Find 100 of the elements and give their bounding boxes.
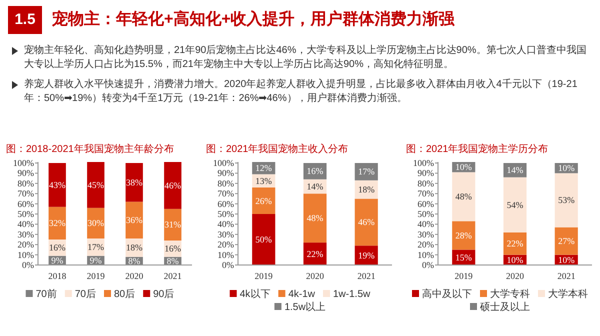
data-label: 9% — [51, 255, 64, 266]
x-tick-label: 2019 — [86, 271, 106, 281]
bar — [303, 194, 327, 243]
y-tick-label: 40% — [418, 219, 434, 230]
y-tick-label: 0% — [222, 260, 234, 270]
bar — [452, 221, 476, 250]
data-label: 18% — [358, 184, 376, 195]
data-label: 13% — [255, 176, 272, 186]
data-label: 36% — [126, 215, 143, 226]
data-label: 26% — [255, 196, 272, 206]
bar — [48, 206, 66, 240]
y-tick-label: 100% — [413, 158, 434, 168]
data-label: 19% — [358, 250, 376, 260]
y-tick-label: 20% — [218, 240, 234, 250]
y-tick-label: 70% — [418, 188, 434, 199]
data-label: 46% — [164, 180, 182, 190]
legend-label: 4k以下 — [240, 288, 270, 300]
data-label: 28% — [455, 230, 472, 240]
y-tick-label: 60% — [218, 198, 234, 209]
y-tick-label: 20% — [18, 240, 34, 250]
chart-title: 图：2018-2021年我国宠物主年龄分布 — [6, 143, 174, 155]
bar — [554, 173, 578, 228]
bar — [503, 177, 527, 232]
legend-label: 1.5w以上 — [284, 301, 326, 313]
y-tick-label: 40% — [218, 219, 234, 230]
data-label: 9% — [90, 255, 102, 266]
legend-label: 70前 — [36, 288, 57, 300]
y-tick-label: 50% — [418, 209, 434, 220]
x-tick-label: 2020 — [125, 271, 144, 281]
bar — [503, 232, 527, 255]
legend-label: 大学专科 — [490, 288, 530, 300]
data-label: 10% — [558, 254, 576, 265]
data-label: 48% — [455, 192, 472, 202]
data-label: 50% — [255, 234, 272, 245]
legend-label: 1w-1.5w — [333, 289, 372, 300]
data-label: 14% — [306, 181, 324, 192]
y-tick-label: 30% — [218, 229, 234, 240]
y-tick-label: 80% — [218, 178, 234, 188]
bar — [554, 227, 578, 255]
legend-label: 70后 — [74, 288, 96, 300]
data-label: 22% — [306, 248, 324, 259]
y-tick-label: 10% — [218, 250, 234, 260]
y-tick-label: 30% — [418, 229, 434, 240]
y-tick-label: 80% — [18, 178, 34, 188]
text: 养宠人群收入水平快速提升，消费潜力增大。2020年起养宠人群收入提升明显，占比最多收入群体由月收入4千元以下（19-21年：50%➡19%）转变为4千至1万元（19-21年：26%➡46%），用户群体消费力渐强。 — [24, 78, 578, 106]
y-tick-label: 0% — [22, 260, 34, 270]
data-label: 16% — [306, 166, 324, 176]
x-tick-label: 2021 — [357, 271, 376, 281]
data-label: 8% — [166, 256, 180, 266]
x-tick-label: 2018 — [48, 271, 67, 281]
data-label: 46% — [358, 217, 376, 228]
legend-label: 大学本科 — [548, 288, 588, 300]
bar — [452, 172, 476, 222]
data-label: 14% — [506, 165, 524, 176]
data-label: 48% — [306, 213, 324, 224]
y-tick-label: 70% — [218, 188, 234, 199]
data-label: 30% — [88, 218, 104, 228]
legend-label: 80后 — [114, 288, 136, 300]
legend-label: 高中及以下 — [422, 288, 472, 300]
data-label: 22% — [506, 238, 524, 249]
x-tick-label: 2021 — [557, 271, 576, 281]
bar — [87, 162, 104, 208]
bar — [48, 163, 66, 207]
y-tick-label: 60% — [418, 198, 434, 209]
legend-label: 4k-1w — [288, 289, 316, 300]
data-label: 17% — [358, 166, 376, 177]
y-tick-label: 40% — [18, 219, 34, 230]
y-tick-label: 70% — [18, 188, 34, 199]
y-tick-label: 100% — [13, 158, 34, 168]
data-label: 15% — [455, 252, 472, 262]
legend-label: 硕士及以上 — [479, 301, 530, 313]
data-label: 18% — [126, 242, 143, 253]
data-label: 43% — [49, 180, 66, 190]
chart-title: 图：2021年我国宠物主学历分布 — [406, 143, 548, 155]
x-tick-label: 2020 — [506, 271, 524, 281]
bar — [252, 187, 276, 214]
data-label: 16% — [49, 242, 66, 253]
data-label: 45% — [88, 180, 104, 190]
text: 1.5 — [8, 6, 42, 34]
bar — [354, 198, 378, 246]
y-tick-label: 90% — [18, 168, 34, 178]
x-tick-label: 2021 — [164, 271, 182, 281]
data-label: 10% — [455, 162, 472, 172]
data-label: 8% — [128, 256, 141, 266]
data-label: 27% — [558, 236, 576, 246]
bar — [126, 202, 143, 238]
text: 宠物主年轻化、高知化趋势明显，21年90后宠物主占比达46%，大学专科及以上学历宠物主占比达90%。第七次人口普查中我国大专以上学历人口占比为15.5%，而21年宠物主中大专以上学历占比高达90%，高知化特征明显。 — [24, 44, 588, 72]
y-tick-label: 50% — [218, 209, 234, 220]
chart-title: 图：2021年我国宠物主收入分布 — [206, 143, 348, 155]
data-label: 31% — [164, 220, 182, 230]
y-tick-label: 50% — [18, 209, 34, 220]
y-tick-label: 80% — [418, 178, 434, 188]
data-label: 16% — [164, 244, 182, 254]
data-label: 12% — [255, 163, 272, 174]
data-label: 10% — [558, 163, 576, 174]
x-tick-label: 2019 — [254, 271, 274, 281]
data-label: 10% — [506, 254, 524, 265]
text: 宠物主：年轻化+高知化+收入提升，用户群体消费力渐强 — [52, 9, 455, 30]
y-tick-label: 60% — [18, 198, 34, 209]
y-tick-label: 10% — [18, 250, 34, 260]
